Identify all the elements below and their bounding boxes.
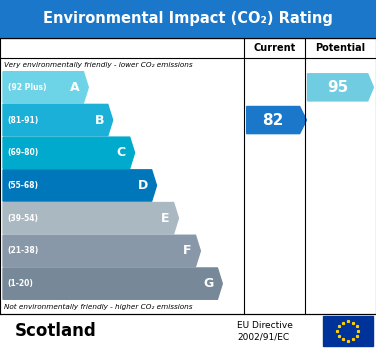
Text: Current: Current [253,43,296,53]
Text: D: D [138,179,148,192]
Bar [0,0,376,38]
Text: Potential: Potential [315,43,366,53]
Text: Not environmentally friendly - higher CO₂ emissions: Not environmentally friendly - higher CO… [4,304,192,310]
Text: (21-38): (21-38) [8,246,39,255]
Text: 2002/91/EC: 2002/91/EC [237,332,289,341]
Text: G: G [203,277,214,290]
Text: (39-54): (39-54) [8,214,38,223]
Text: F: F [183,244,192,258]
Polygon shape [3,170,156,201]
Text: (1-20): (1-20) [8,279,33,288]
Text: EU Directive: EU Directive [237,321,293,330]
Polygon shape [3,235,200,267]
Polygon shape [3,203,179,234]
Text: B: B [94,113,104,127]
Polygon shape [247,106,306,134]
Text: A: A [70,81,80,94]
Text: (55-68): (55-68) [8,181,38,190]
Text: 82: 82 [262,112,284,128]
Text: 95: 95 [327,80,348,95]
Text: (81-91): (81-91) [8,116,39,125]
Text: C: C [117,146,126,159]
Text: Environmental Impact (CO₂) Rating: Environmental Impact (CO₂) Rating [43,11,333,26]
Polygon shape [3,268,222,299]
Text: Scotland: Scotland [15,322,97,340]
Polygon shape [3,137,135,168]
Polygon shape [308,74,373,101]
Bar [323,316,373,346]
Text: (92 Plus): (92 Plus) [8,83,46,92]
Polygon shape [3,72,88,103]
Text: (69-80): (69-80) [8,148,39,157]
Text: E: E [161,212,170,225]
Text: Very environmentally friendly - lower CO₂ emissions: Very environmentally friendly - lower CO… [4,62,193,68]
Bar [0,314,376,348]
Polygon shape [3,104,113,136]
